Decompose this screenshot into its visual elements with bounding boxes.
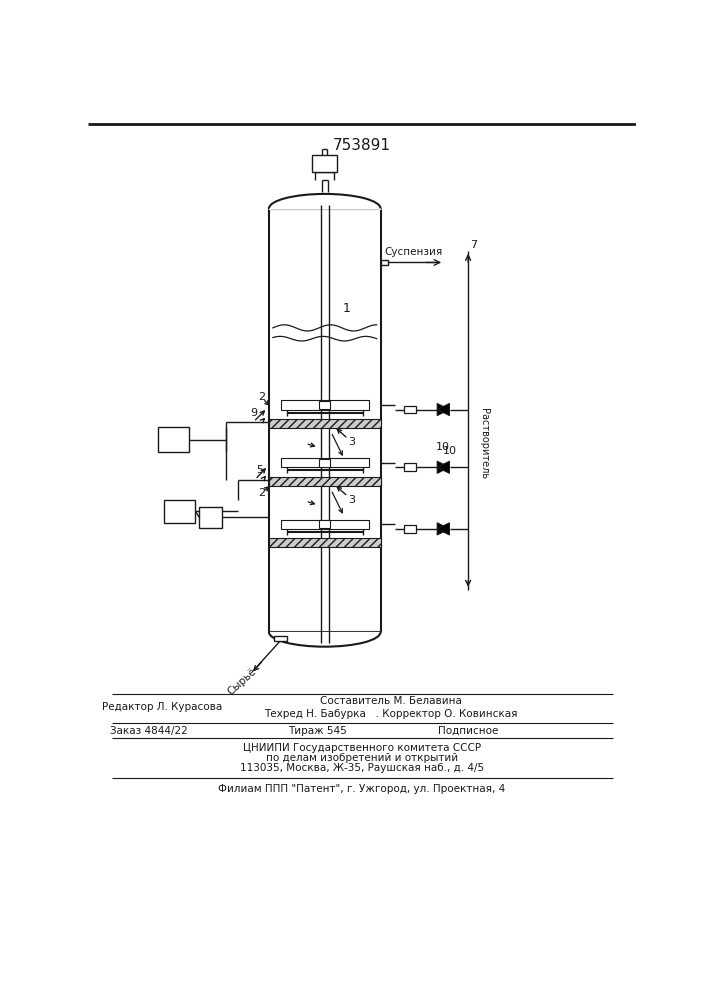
Text: 7: 7 [470,240,477,250]
Bar [312,155,337,172]
Polygon shape [437,461,450,473]
Bar [164,500,195,523]
Text: Техред Н. Бабурка   . Корректор О. Ковинская: Техред Н. Бабурка . Корректор О. Ковинск… [264,709,518,719]
Bar [404,525,416,533]
Text: ЦНИИПИ Государственного комитета СССР: ЦНИИПИ Государственного комитета СССР [243,743,481,753]
Text: Заказ 4844/22: Заказ 4844/22 [110,726,187,736]
Bar [274,636,287,641]
Text: 2: 2 [258,392,265,402]
Bar [404,463,416,471]
Bar [199,507,223,528]
Text: 1: 1 [342,302,351,315]
Text: 10: 10 [436,442,450,452]
Bar [320,401,330,409]
Bar [158,427,189,452]
Text: 753891: 753891 [333,138,391,153]
Text: Сырьё: Сырьё [226,666,258,697]
Text: Редактор Л. Курасова: Редактор Л. Курасова [102,702,222,712]
Text: 2: 2 [258,488,265,498]
Polygon shape [437,523,450,535]
Bar [380,260,388,265]
Text: 3: 3 [349,495,356,505]
Bar [269,209,380,632]
Text: 5: 5 [256,465,263,475]
Bar [281,458,369,467]
Text: Растворитель: Растворитель [479,408,489,479]
Text: 9: 9 [250,408,257,418]
Polygon shape [437,461,450,473]
Text: 3: 3 [349,437,356,447]
Bar [269,477,380,486]
Text: Филиам ППП "Патент", г. Ужгород, ул. Проектная, 4: Филиам ППП "Патент", г. Ужгород, ул. Про… [218,784,506,794]
Text: Подписное: Подписное [438,726,498,736]
Text: Тираж 545: Тираж 545 [288,726,346,736]
Text: 6: 6 [176,506,183,516]
Text: 113035, Москва, Ж-35, Раушская наб., д. 4/5: 113035, Москва, Ж-35, Раушская наб., д. … [240,763,484,773]
Text: 10: 10 [443,446,457,456]
Bar [269,538,380,547]
Text: по делам изобретений и открытий: по делам изобретений и открытий [266,753,458,763]
Bar [320,520,330,528]
Text: 4: 4 [207,512,214,522]
Polygon shape [437,403,450,416]
Bar [281,520,369,529]
Bar [269,419,380,428]
Text: Составитель М. Белавина: Составитель М. Белавина [320,696,462,706]
Text: 8: 8 [170,435,177,445]
Text: Суспензия: Суспензия [384,247,442,257]
Polygon shape [437,523,450,535]
Polygon shape [437,403,450,416]
Bar [404,406,416,413]
Bar [320,459,330,466]
Bar [281,400,369,410]
